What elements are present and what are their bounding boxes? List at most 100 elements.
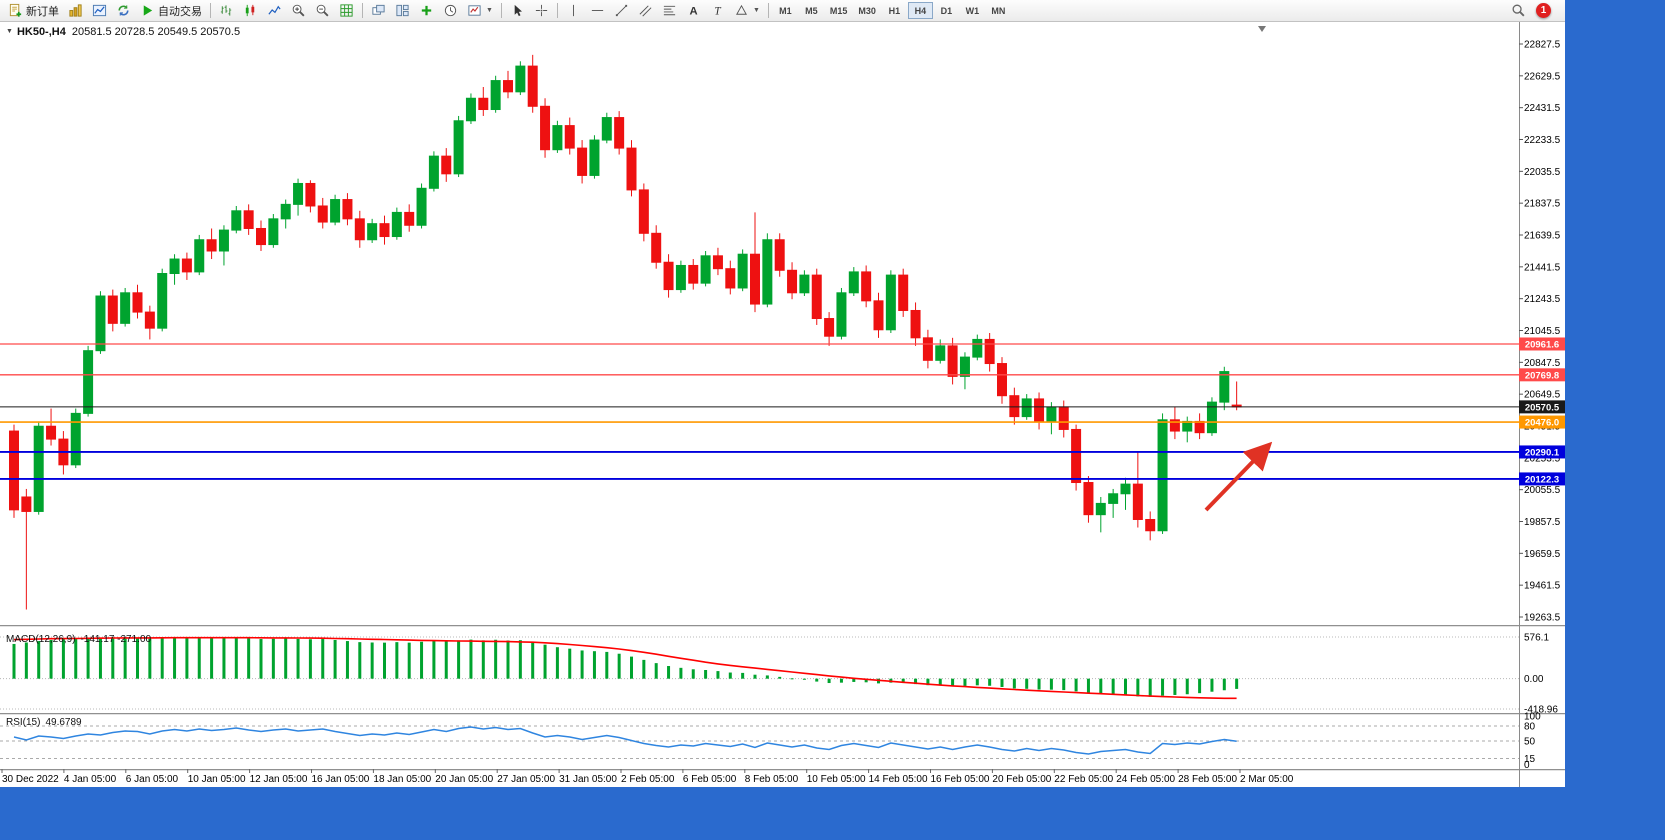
price-tick-label: 21837.5	[1524, 199, 1561, 210]
timeframe-d1-button[interactable]: D1	[934, 2, 959, 19]
macd-bar	[494, 639, 498, 679]
chart-collapse-icon[interactable]: ▼	[6, 28, 13, 35]
text-tool-button[interactable]: A	[682, 1, 705, 21]
macd-bar	[432, 640, 436, 679]
candle-body	[367, 223, 378, 241]
search-button[interactable]	[1507, 1, 1530, 21]
macd-bar	[741, 672, 745, 679]
time-axis[interactable]: 30 Dec 2022 4 Jan 05:00 6 Jan 05:00 10 Jan …	[1, 769, 1294, 785]
macd-bar	[1210, 678, 1214, 692]
time-tick-label: 4 Jan 05:00	[64, 774, 117, 785]
trend-arrow-annotation[interactable]	[1204, 441, 1273, 512]
notification-badge[interactable]: 1	[1536, 3, 1551, 18]
timeframe-w1-button[interactable]: W1	[960, 2, 985, 19]
rsi-line	[13, 726, 1237, 755]
trendline-tool-button[interactable]	[610, 1, 633, 21]
cascade-windows-button[interactable]	[367, 1, 390, 21]
panel-separators[interactable]	[0, 625, 1565, 771]
macd-bar	[1025, 678, 1029, 689]
candle-body	[379, 223, 390, 238]
macd-panel[interactable]: 576.1 0.00 -418.96	[0, 633, 1558, 716]
indicators-grid-button[interactable]	[335, 1, 358, 21]
macd-bar	[420, 641, 424, 679]
chart-shift-marker[interactable]	[1258, 26, 1266, 32]
bars-chart-button[interactable]	[215, 1, 238, 21]
candle-body	[391, 211, 402, 238]
new-order-button[interactable]: 新订单	[4, 1, 63, 21]
candle-body	[1058, 406, 1069, 430]
candle-body	[675, 264, 686, 291]
line-chart-button[interactable]	[263, 1, 286, 21]
macd-bar	[407, 642, 411, 679]
market-watch-icon	[92, 4, 107, 17]
time-tick-label: 31 Jan 05:00	[559, 774, 617, 785]
fibonacci-tool-button[interactable]	[658, 1, 681, 21]
add-indicator-button[interactable]	[415, 1, 438, 21]
timeframe-h1-button[interactable]: H1	[882, 2, 907, 19]
cascade-windows-icon	[372, 4, 385, 15]
chart-svg[interactable]: 22827.5 22629.5 22431.5 22233.5 22035.5 21837…	[0, 22, 1565, 787]
macd-bar	[247, 638, 251, 679]
timeframe-m30-button[interactable]: M30	[853, 2, 881, 19]
price-tick-label: 20847.5	[1524, 358, 1561, 369]
profiles-button[interactable]	[64, 1, 87, 21]
candle-body	[1108, 493, 1119, 504]
time-tick-label: 12 Jan 05:00	[250, 774, 308, 785]
text-label-tool-button[interactable]: T	[706, 1, 729, 21]
macd-bar	[49, 639, 53, 679]
add-indicator-icon	[421, 5, 432, 16]
horizontal-line-tool-button[interactable]	[586, 1, 609, 21]
timeframe-m15-button[interactable]: M15	[825, 2, 853, 19]
crosshair-tool-button[interactable]	[530, 1, 553, 21]
cursor-tool-button[interactable]	[506, 1, 529, 21]
macd-bar	[592, 651, 596, 679]
chart-background[interactable]	[0, 22, 1565, 787]
macd-bar	[531, 642, 535, 679]
symbol-name: HK50-,H4	[16, 26, 66, 38]
candle-body	[589, 139, 600, 176]
timeframe-m5-button[interactable]: M5	[799, 2, 824, 19]
macd-bar	[111, 637, 115, 679]
zoom-out-button[interactable]	[311, 1, 334, 21]
macd-bar	[975, 678, 979, 686]
macd-bar	[506, 640, 510, 679]
candle-body	[515, 65, 526, 93]
candlestick-chart-button[interactable]	[239, 1, 262, 21]
zoom-out-icon	[316, 4, 329, 17]
period-clock-button[interactable]	[439, 1, 462, 21]
cursor-icon	[514, 4, 522, 17]
navigator-button[interactable]	[112, 1, 135, 21]
candle-body	[811, 274, 822, 320]
template-button[interactable]: ▼	[463, 1, 497, 21]
candle-body	[848, 271, 859, 294]
timeframe-h4-button[interactable]: H4	[907, 2, 933, 19]
shapes-tool-button[interactable]: ▼	[730, 1, 764, 21]
candle-body	[651, 232, 662, 263]
new-order-label: 新订单	[26, 5, 59, 18]
timeframe-m1-button[interactable]: M1	[773, 2, 798, 19]
macd-bar	[234, 638, 238, 679]
macd-bar	[185, 637, 189, 679]
macd-bar	[988, 678, 992, 686]
fibonacci-icon	[663, 5, 676, 16]
macd-bar	[1185, 678, 1189, 695]
autotrading-button[interactable]: 自动交易	[136, 1, 206, 21]
channel-tool-button[interactable]	[634, 1, 657, 21]
macd-bar	[963, 678, 967, 686]
period-clock-icon	[444, 4, 457, 17]
timeframe-mn-button[interactable]: MN	[986, 2, 1011, 19]
chevron-down-icon: ▼	[752, 7, 760, 14]
candle-body	[1194, 420, 1205, 434]
market-watch-button[interactable]	[88, 1, 111, 21]
zoom-in-button[interactable]	[287, 1, 310, 21]
price-tag	[1519, 368, 1565, 382]
candle-body	[95, 295, 106, 352]
price-tag-label: 20570.5	[1525, 402, 1560, 413]
price-tick-label: 22035.5	[1524, 167, 1561, 178]
vertical-line-tool-button[interactable]	[562, 1, 585, 21]
macd-bar	[914, 678, 918, 685]
tile-windows-button[interactable]	[391, 1, 414, 21]
candle-body	[787, 269, 798, 294]
macd-axis-label: 0.00	[1524, 674, 1544, 685]
